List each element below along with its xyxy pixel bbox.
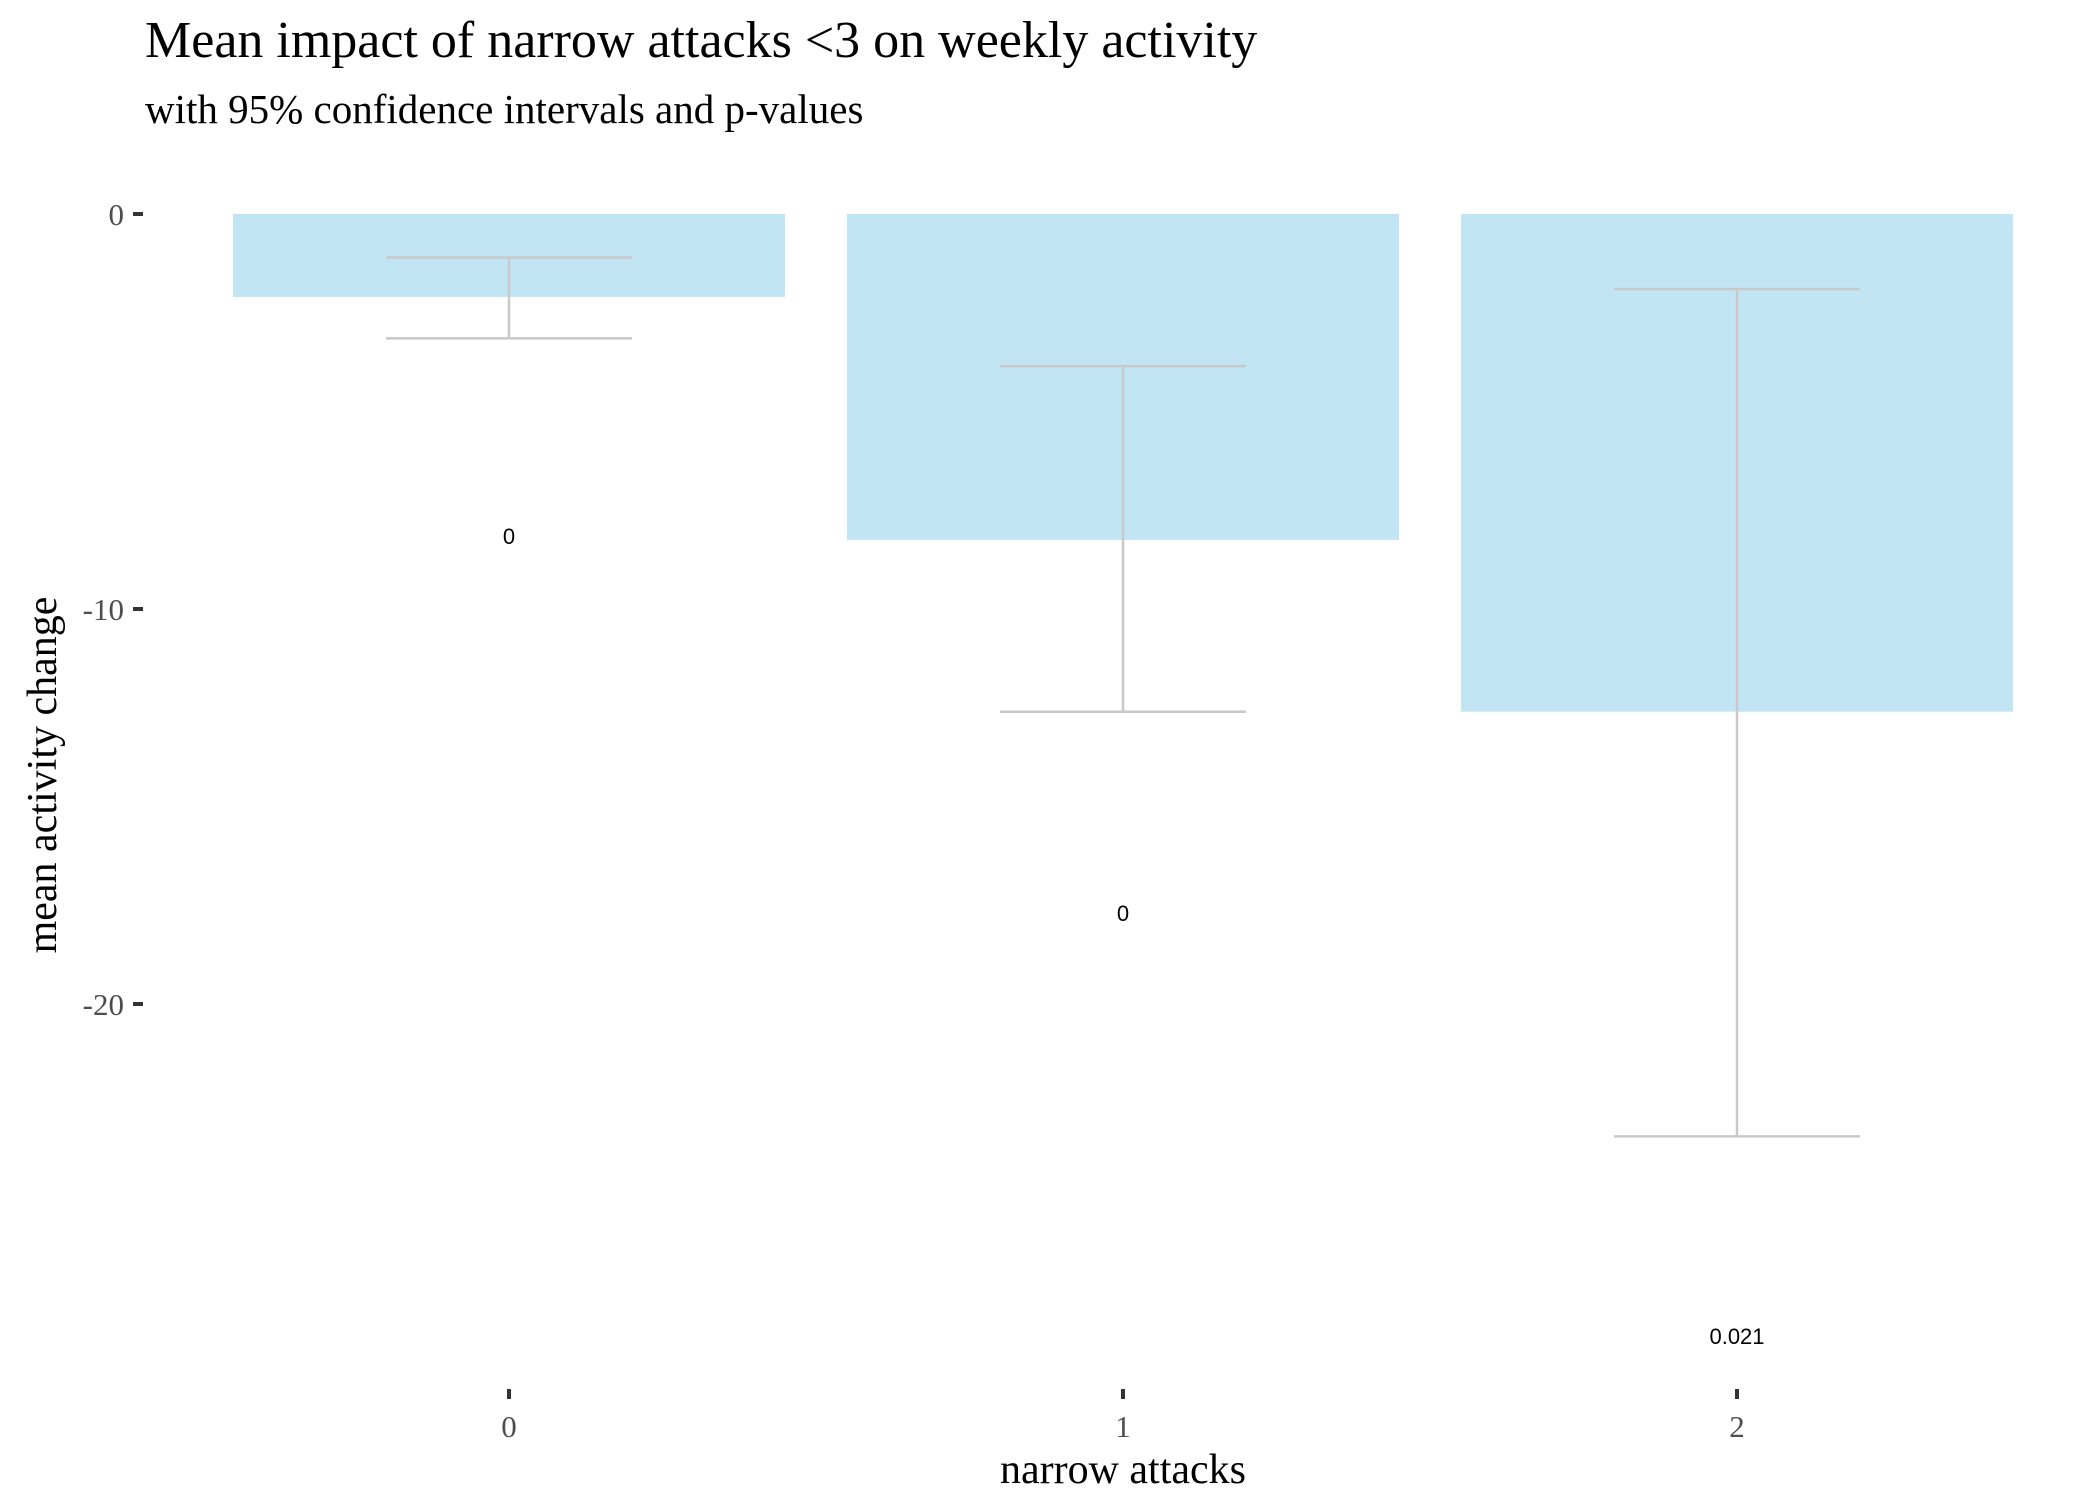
error-bar-2 [1614,287,1860,1138]
y-axis: 0 -10 -20 [83,197,143,1022]
y-tick-label: 0 [109,197,125,232]
p-value-label-0: 0 [503,524,515,549]
x-tick-label: 0 [501,1409,517,1444]
chart-subtitle: with 95% confidence intervals and p-valu… [145,86,863,132]
y-tick-label: -20 [83,987,124,1022]
x-tick-label: 2 [1729,1409,1745,1444]
chart-title: Mean impact of narrow attacks <3 on week… [145,12,1257,69]
x-axis: 0 1 2 [501,1389,1745,1444]
p-value-label-2: 0.021 [1709,1324,1764,1349]
y-tick-label: -10 [83,592,124,627]
x-axis-title: narrow attacks [1000,1447,1246,1493]
y-axis-title: mean activity change [20,597,66,954]
error-bar-1 [1000,364,1246,713]
p-value-label-1: 0 [1117,901,1129,926]
x-tick-label: 1 [1115,1409,1131,1444]
error-bar-0 [386,256,632,340]
plot-area: 0 0 0.021 [233,214,2013,1349]
